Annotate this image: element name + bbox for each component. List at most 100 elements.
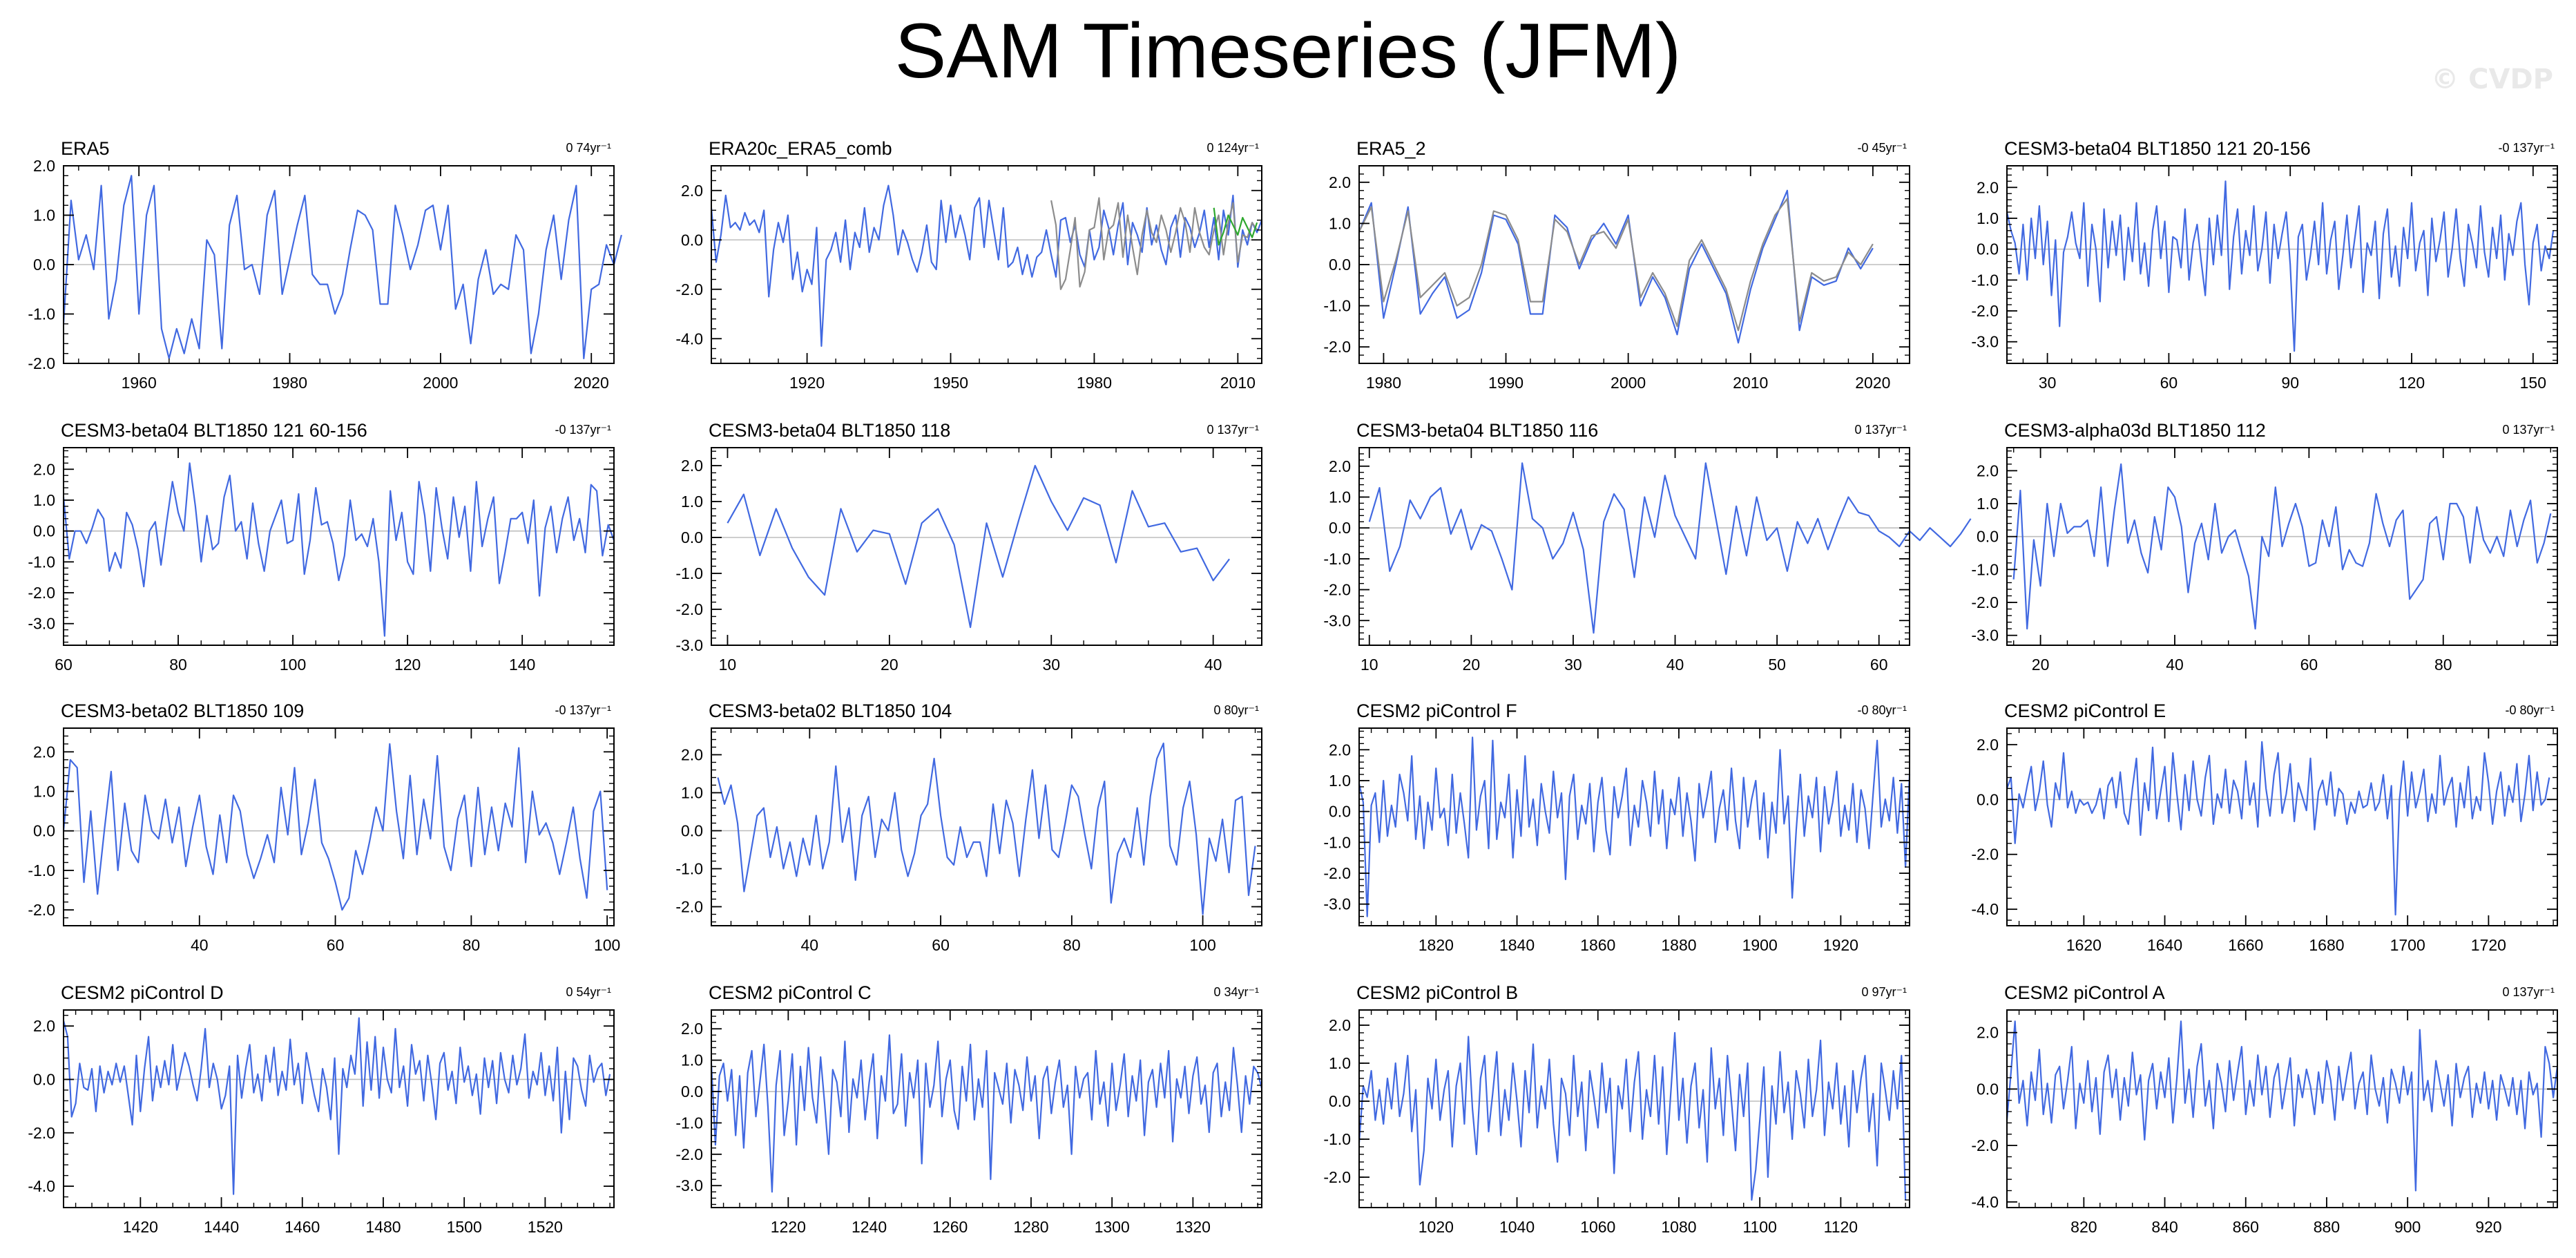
x-tick-label: 1920 (1823, 936, 1858, 954)
series-line-0 (1358, 189, 1874, 344)
y-tick-label: -2.0 (1971, 846, 1999, 864)
series-line-0 (710, 184, 1263, 347)
x-tick-label: 100 (594, 936, 620, 954)
x-tick-label: 80 (463, 936, 481, 954)
plot-frame (711, 447, 1262, 646)
x-tick-label: 1900 (1742, 936, 1778, 954)
trend-label: 0 97yr⁻¹ (1861, 985, 1907, 999)
x-tick-label: 40 (1204, 656, 1222, 674)
y-tick-label: 1.0 (681, 1051, 703, 1069)
x-tick-label: 1640 (2147, 936, 2182, 954)
x-tick-label: 2020 (574, 374, 609, 392)
plot-frame (711, 165, 1262, 364)
series-line-0 (2012, 463, 2552, 630)
x-tick-label: 140 (509, 656, 535, 674)
y-tick-label: 1.0 (1329, 488, 1351, 506)
y-tick-label: 1.0 (1329, 1054, 1351, 1072)
y-tick-label: 2.0 (681, 182, 703, 200)
x-tick-label: 1280 (1013, 1218, 1048, 1236)
x-tick-label: 1960 (122, 374, 157, 392)
trend-label: -0 80yr⁻¹ (1857, 703, 1907, 717)
y-tick-label: 2.0 (681, 746, 703, 764)
x-tick-label: 1420 (123, 1218, 158, 1236)
panel-title: CESM2 piControl E (2004, 701, 2166, 721)
panel-5: CESM3-beta04 BLT1850 118 0 137yr⁻¹ -3.0 -2.… (675, 420, 1262, 674)
plot-frame (2006, 1009, 2558, 1208)
x-tick-label: 2010 (1733, 374, 1768, 392)
trend-label: -0 45yr⁻¹ (1857, 141, 1907, 155)
y-tick-label: -1.0 (28, 305, 55, 323)
trend-label: 0 137yr⁻¹ (1207, 423, 1259, 437)
y-tick-label: 0.0 (1329, 1092, 1351, 1110)
y-tick-label: 2.0 (33, 743, 55, 761)
panel-title: CESM2 piControl D (61, 982, 224, 1003)
y-tick-label: 0.0 (681, 822, 703, 840)
series-line-0 (1368, 462, 1972, 634)
y-tick-label: 1.0 (1329, 772, 1351, 790)
y-tick-label: 2.0 (33, 460, 55, 478)
y-tick-label: 2.0 (33, 1017, 55, 1035)
y-tick-label: -2.0 (1323, 864, 1351, 882)
trend-label: 0 124yr⁻¹ (1207, 141, 1259, 155)
x-tick-label: 1020 (1419, 1218, 1454, 1236)
panel-6: CESM3-beta04 BLT1850 116 0 137yr⁻¹ -3.0 -2.… (1323, 420, 1972, 674)
x-tick-label: 1100 (1742, 1218, 1776, 1236)
x-tick-label: 80 (169, 656, 187, 674)
y-tick-label: 0.0 (1977, 528, 1999, 546)
x-tick-label: 40 (2166, 656, 2184, 674)
x-tick-label: 1840 (1499, 936, 1535, 954)
series-line-1 (1050, 197, 1258, 290)
y-tick-label: 1.0 (681, 784, 703, 802)
x-tick-label: 920 (2475, 1218, 2501, 1236)
x-tick-label: 1980 (1366, 374, 1401, 392)
panel-3: CESM3-beta04 BLT1850 121 20-156 -0 137yr⁻… (1971, 138, 2558, 392)
x-tick-label: 100 (1189, 936, 1215, 954)
trend-label: -0 80yr⁻¹ (2505, 703, 2555, 717)
series-line-0 (1358, 1031, 1907, 1201)
trend-label: 0 137yr⁻¹ (1854, 423, 1907, 437)
trend-label: -0 137yr⁻¹ (555, 703, 611, 717)
x-tick-label: 40 (1666, 656, 1684, 674)
y-tick-label: 2.0 (1977, 178, 1999, 196)
x-tick-label: 1320 (1175, 1218, 1211, 1236)
series-line-0 (62, 743, 608, 911)
y-tick-label: -1.0 (675, 1114, 703, 1132)
y-tick-label: 2.0 (681, 1020, 703, 1038)
x-tick-label: 1120 (1824, 1218, 1858, 1236)
panel-15: CESM2 piControl A 0 137yr⁻¹ -4.0 -2.0 0.0 2.0… (1971, 982, 2559, 1236)
x-tick-label: 1080 (1661, 1218, 1696, 1236)
y-tick-label: -1.0 (28, 861, 55, 879)
y-tick-label: 1.0 (681, 493, 703, 511)
page-title: SAM Timeseries (JFM) (894, 8, 1682, 94)
x-tick-label: 80 (1063, 936, 1081, 954)
y-tick-label: -2.0 (675, 898, 703, 916)
panel-title: CESM3-beta04 BLT1850 118 (709, 420, 950, 441)
y-tick-label: 2.0 (1329, 457, 1351, 475)
x-tick-label: 120 (2399, 374, 2425, 392)
plot-frame (2006, 165, 2558, 364)
y-tick-label: -1.0 (1323, 550, 1351, 568)
x-tick-label: 1220 (771, 1218, 806, 1236)
y-tick-label: -2.0 (28, 584, 55, 602)
panel-11: CESM2 piControl E -0 80yr⁻¹ -4.0 -2.0 0.0 2.0… (1971, 701, 2558, 954)
panel-1: ERA20c_ERA5_comb 0 124yr⁻¹ -4.0 -2.0 0.0 2.0 1… (675, 138, 1263, 392)
y-tick-label: 2.0 (1977, 1024, 1999, 1042)
x-tick-label: 60 (327, 936, 345, 954)
y-tick-label: 2.0 (1329, 741, 1351, 759)
y-tick-label: 0.0 (1977, 240, 1999, 258)
y-tick-label: 2.0 (1977, 461, 1999, 479)
x-tick-label: 860 (2233, 1218, 2259, 1236)
x-tick-label: 1860 (1580, 936, 1615, 954)
x-tick-label: 30 (1042, 656, 1060, 674)
plot-frame (2006, 727, 2558, 926)
panel-title: CESM2 piControl C (709, 982, 872, 1003)
y-tick-label: -1.0 (675, 564, 703, 582)
series-line-0 (62, 462, 615, 637)
x-tick-label: 1720 (2471, 936, 2506, 954)
y-tick-label: 1.0 (1977, 209, 1999, 227)
y-tick-label: -2.0 (1971, 302, 1999, 320)
x-tick-label: 2020 (1855, 374, 1890, 392)
x-tick-label: 60 (932, 936, 950, 954)
watermark: © CVDP (2431, 64, 2553, 95)
